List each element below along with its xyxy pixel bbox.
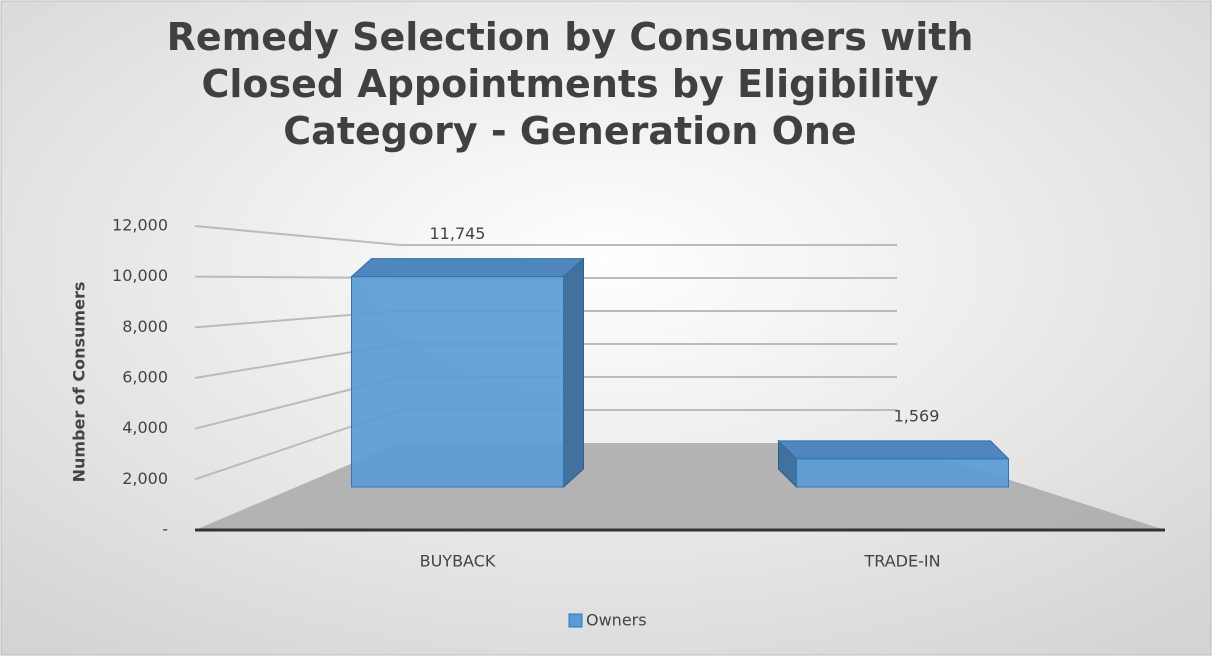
data-label: 11,745: [430, 224, 486, 243]
legend-swatch: [568, 613, 583, 628]
y-tick-label: -: [162, 520, 168, 539]
bar-side: [563, 257, 584, 489]
y-axis-label: Number of Consumers: [70, 282, 89, 483]
y-tick-label: 10,000: [112, 266, 168, 285]
grid-line: [194, 225, 401, 246]
bar: [350, 257, 585, 489]
bar-top: [350, 258, 585, 278]
chart-title: Remedy Selection by Consumers with Close…: [166, 15, 974, 153]
y-tick-label: 12,000: [112, 216, 168, 235]
legend-label: Owners: [586, 611, 647, 630]
bar-front: [796, 458, 1009, 488]
data-label: 1,569: [894, 406, 940, 425]
y-tick-label: 8,000: [122, 317, 168, 336]
bar-top: [777, 440, 1010, 460]
bar: [777, 439, 1010, 489]
y-tick-label: 4,000: [122, 418, 168, 437]
bar-front: [351, 276, 564, 488]
y-tick-label: 6,000: [122, 368, 168, 387]
x-tick-label: BUYBACK: [420, 552, 496, 571]
x-tick-label: TRADE-IN: [863, 552, 940, 571]
y-tick-label: 2,000: [122, 469, 168, 488]
